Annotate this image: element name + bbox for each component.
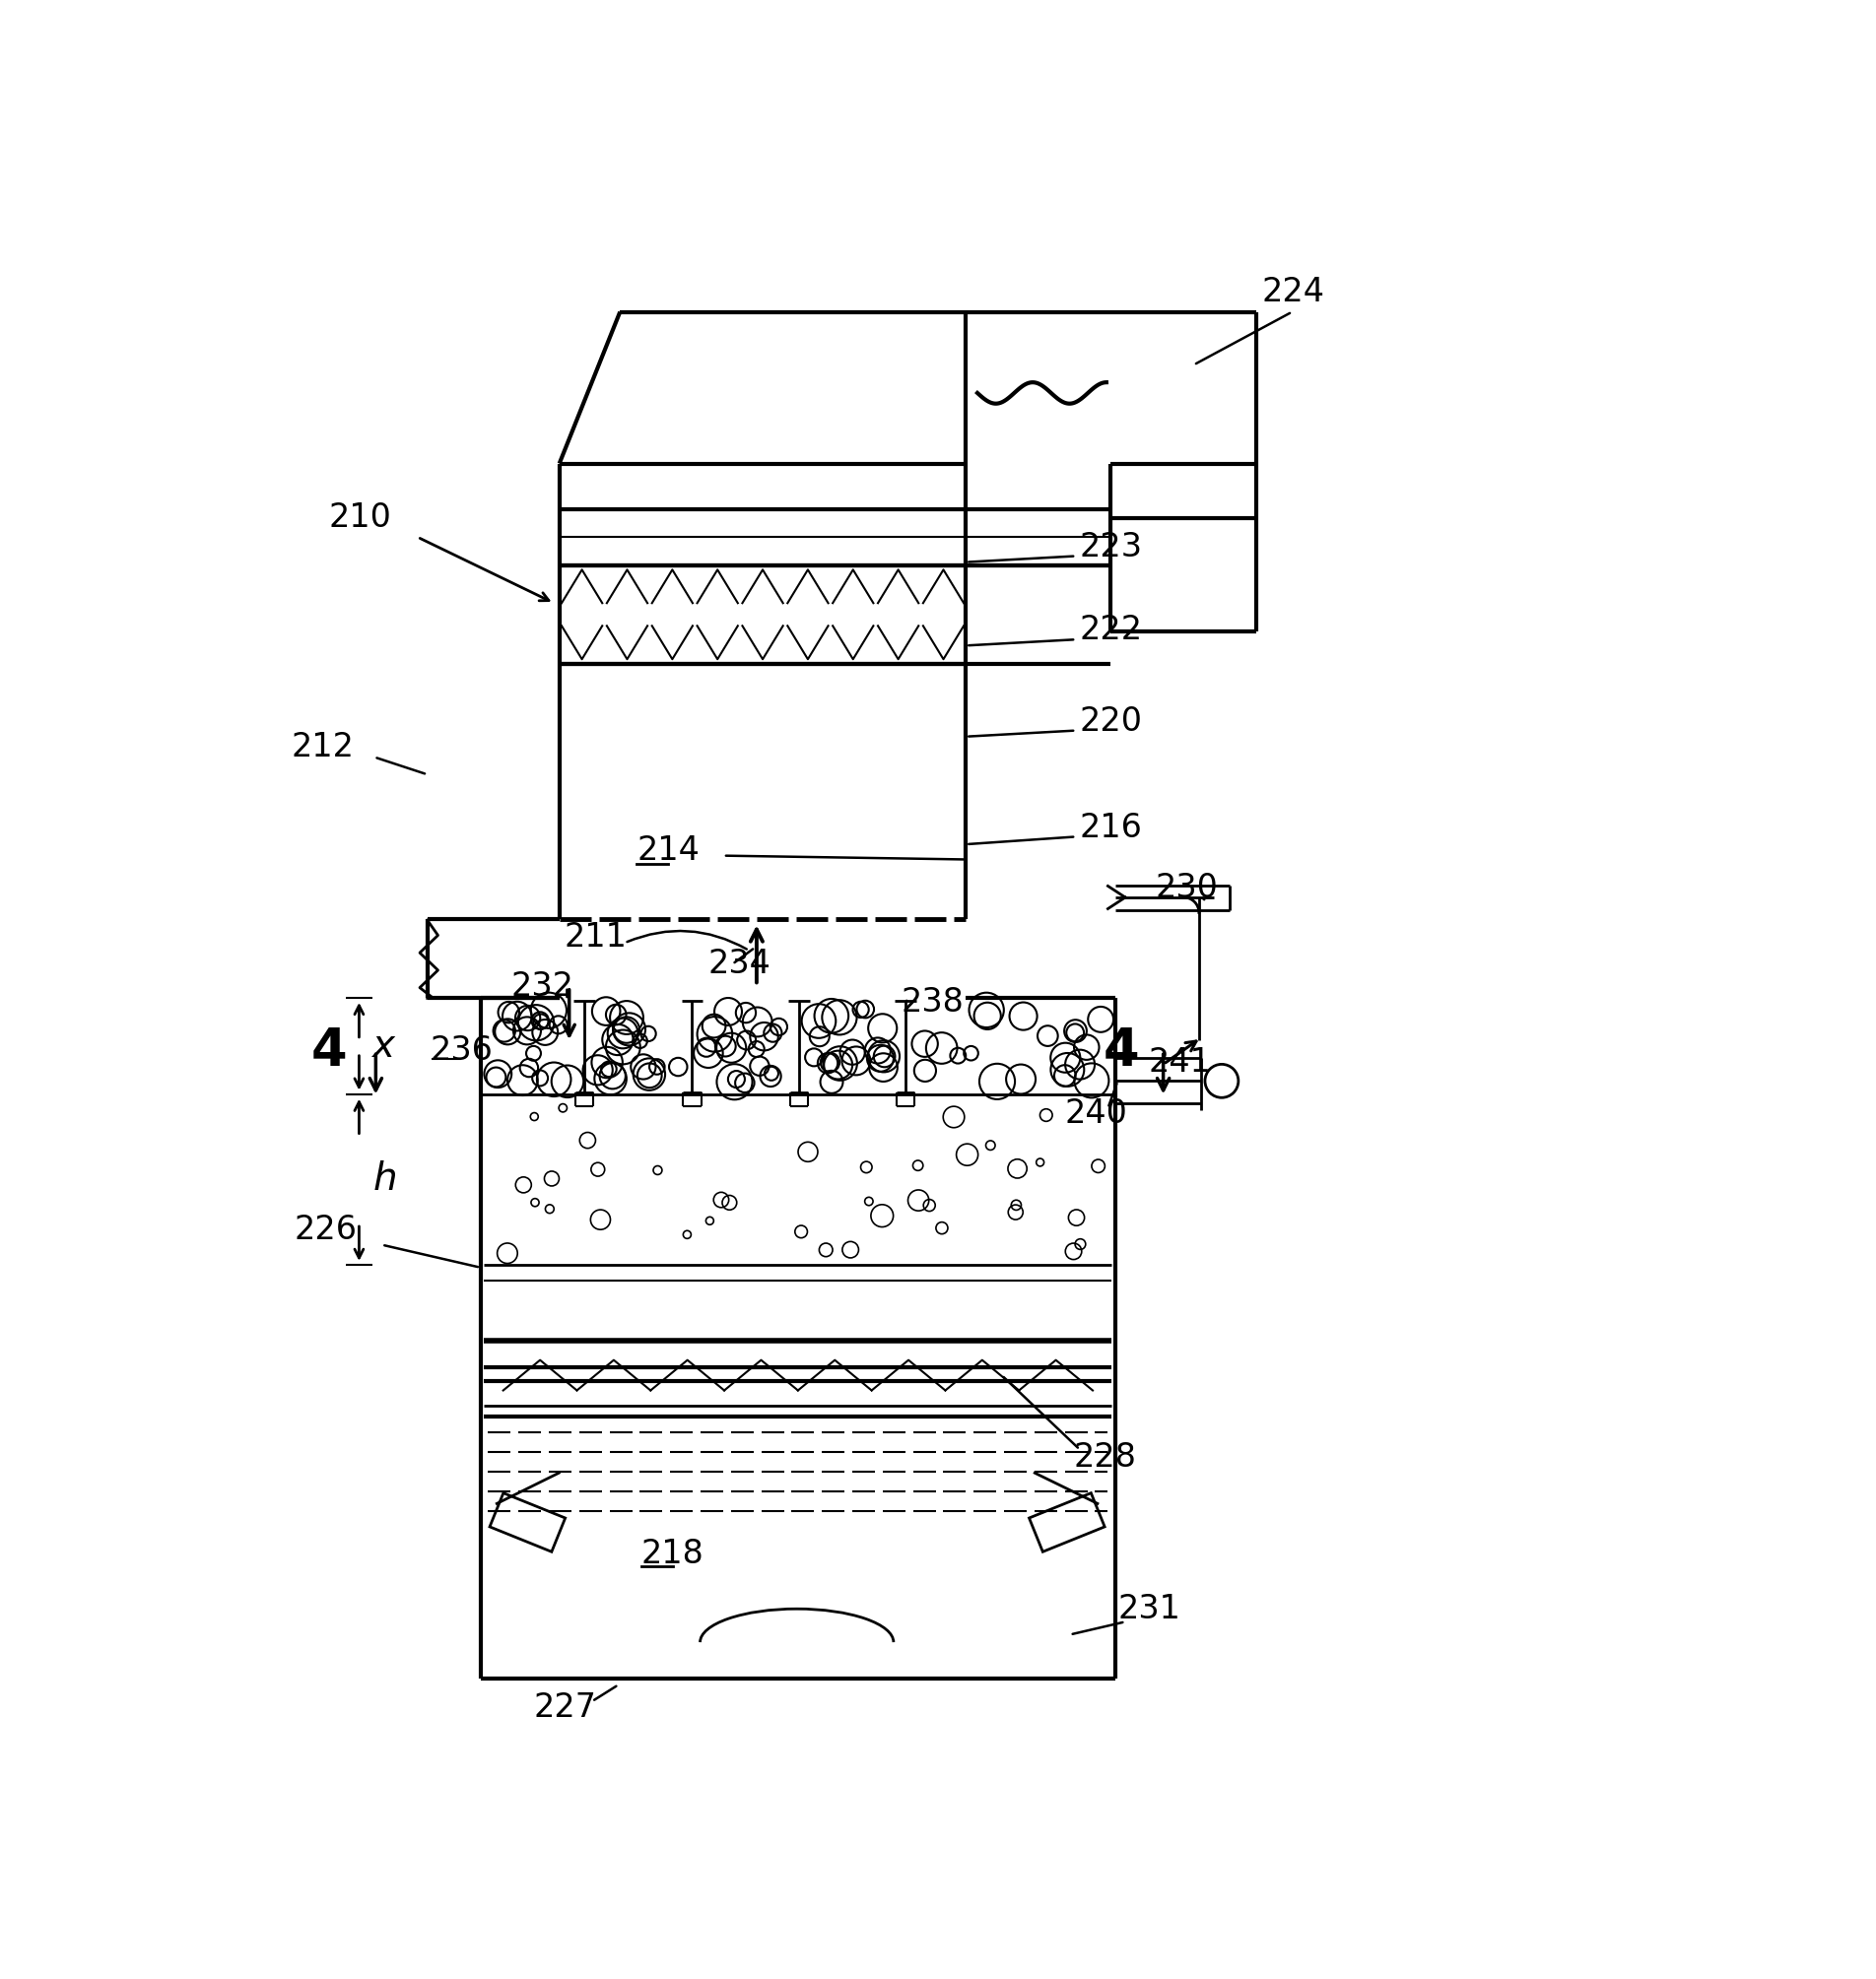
Polygon shape	[490, 1492, 565, 1552]
Text: 224: 224	[1263, 275, 1324, 309]
Text: 232: 232	[510, 970, 574, 1003]
Text: 241: 241	[1148, 1047, 1212, 1079]
Text: 222: 222	[1081, 613, 1142, 647]
Text: 210: 210	[328, 503, 392, 534]
Text: 228: 228	[1073, 1441, 1137, 1474]
Text: 226: 226	[295, 1213, 356, 1247]
Text: 220: 220	[1081, 705, 1142, 738]
Text: 238: 238	[900, 986, 964, 1019]
Text: h: h	[373, 1162, 398, 1197]
Text: 231: 231	[1118, 1593, 1180, 1625]
Text: 211: 211	[565, 920, 627, 954]
Text: 212: 212	[291, 730, 355, 764]
Text: 240: 240	[1066, 1096, 1127, 1130]
Text: 216: 216	[1081, 811, 1142, 843]
Text: 218: 218	[642, 1538, 704, 1569]
Polygon shape	[1030, 1492, 1105, 1552]
Text: 236: 236	[430, 1035, 493, 1067]
Text: 223: 223	[1081, 530, 1142, 564]
Text: 4: 4	[311, 1025, 347, 1077]
Text: 234: 234	[707, 948, 771, 980]
Text: 227: 227	[533, 1692, 597, 1724]
Text: 4: 4	[1103, 1025, 1139, 1077]
Text: 214: 214	[636, 833, 700, 867]
Text: x: x	[373, 1027, 396, 1065]
Text: 230: 230	[1156, 873, 1219, 904]
